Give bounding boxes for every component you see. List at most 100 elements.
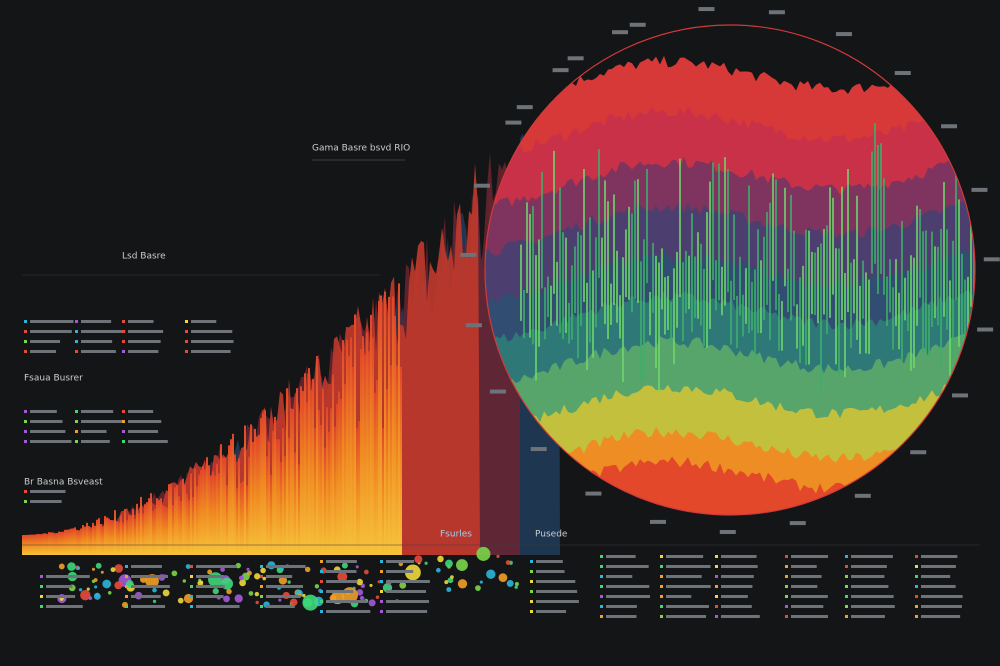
spike <box>550 285 552 326</box>
bullet <box>600 615 603 618</box>
spike <box>748 185 750 334</box>
spike <box>122 522 124 555</box>
dot <box>505 560 511 565</box>
spike <box>166 507 168 555</box>
spike <box>304 373 306 555</box>
bullet <box>530 610 533 613</box>
text-line <box>851 605 895 608</box>
spike <box>328 431 330 555</box>
spike <box>655 255 657 369</box>
spike <box>44 533 46 555</box>
spike <box>98 518 100 555</box>
spike <box>520 244 522 321</box>
spike <box>314 428 316 555</box>
text-line <box>128 330 164 333</box>
spike <box>961 253 963 379</box>
text-line <box>196 585 225 588</box>
tick-label <box>567 56 584 61</box>
bullet <box>715 565 718 568</box>
spike <box>724 157 726 306</box>
bullet <box>530 560 533 563</box>
text-line <box>791 555 829 558</box>
bullet <box>660 605 663 608</box>
bullet <box>320 570 323 573</box>
spike <box>784 187 786 287</box>
dot <box>446 587 452 593</box>
dot <box>114 564 124 573</box>
bullet <box>125 595 128 598</box>
spike <box>652 242 654 313</box>
text-line <box>606 595 651 598</box>
spike <box>781 301 783 351</box>
dot <box>255 600 259 605</box>
dot <box>182 579 187 583</box>
spike <box>398 283 400 555</box>
spike <box>86 522 88 555</box>
spike <box>316 356 318 555</box>
bullet <box>715 575 718 578</box>
bullet <box>260 595 263 598</box>
dot <box>248 591 254 596</box>
dot <box>80 590 91 601</box>
spike <box>670 302 672 343</box>
dot <box>67 562 76 571</box>
spike <box>625 229 627 298</box>
spike <box>664 277 666 335</box>
spike <box>338 391 340 555</box>
dot <box>424 561 428 565</box>
spike <box>310 390 312 555</box>
bullet <box>75 440 78 443</box>
bullet <box>845 605 848 608</box>
spike <box>394 316 396 555</box>
spike <box>907 270 909 332</box>
spike <box>769 202 771 341</box>
spike <box>292 409 294 555</box>
label: Lsd Basre <box>122 252 166 262</box>
text-line <box>791 565 817 568</box>
spike <box>859 285 861 354</box>
spike <box>817 247 819 324</box>
spike <box>526 202 528 294</box>
spike <box>901 220 903 361</box>
dot <box>399 581 407 589</box>
bullet <box>185 350 188 353</box>
spike <box>928 304 930 356</box>
spike <box>226 485 228 555</box>
spike <box>140 496 142 555</box>
spike <box>571 265 573 340</box>
spike <box>112 520 114 555</box>
bullet <box>530 580 533 583</box>
dot <box>223 595 230 603</box>
bullet <box>24 320 27 323</box>
dot <box>234 594 243 603</box>
text-line <box>81 430 107 433</box>
bullet <box>190 605 193 608</box>
text-line <box>81 330 126 333</box>
bullet <box>125 575 128 578</box>
bullet <box>915 585 918 588</box>
text-line <box>131 585 170 588</box>
spike <box>322 388 324 555</box>
tick-label <box>489 389 506 394</box>
spike <box>691 213 693 333</box>
tick-label <box>585 491 602 496</box>
spike <box>116 521 118 555</box>
spike <box>595 237 597 328</box>
spike <box>82 525 84 555</box>
tick-label <box>473 183 490 188</box>
text-line <box>191 330 233 333</box>
tick-label <box>971 187 988 192</box>
text-line <box>791 615 829 618</box>
bullet <box>845 615 848 618</box>
text-line <box>386 590 427 593</box>
spike <box>763 236 765 321</box>
spike <box>230 439 232 555</box>
spike <box>70 528 72 555</box>
dot <box>185 564 191 569</box>
bullet <box>915 565 918 568</box>
text-line <box>191 340 234 343</box>
text-line <box>30 350 57 353</box>
spike <box>619 295 621 339</box>
spike <box>829 187 831 318</box>
